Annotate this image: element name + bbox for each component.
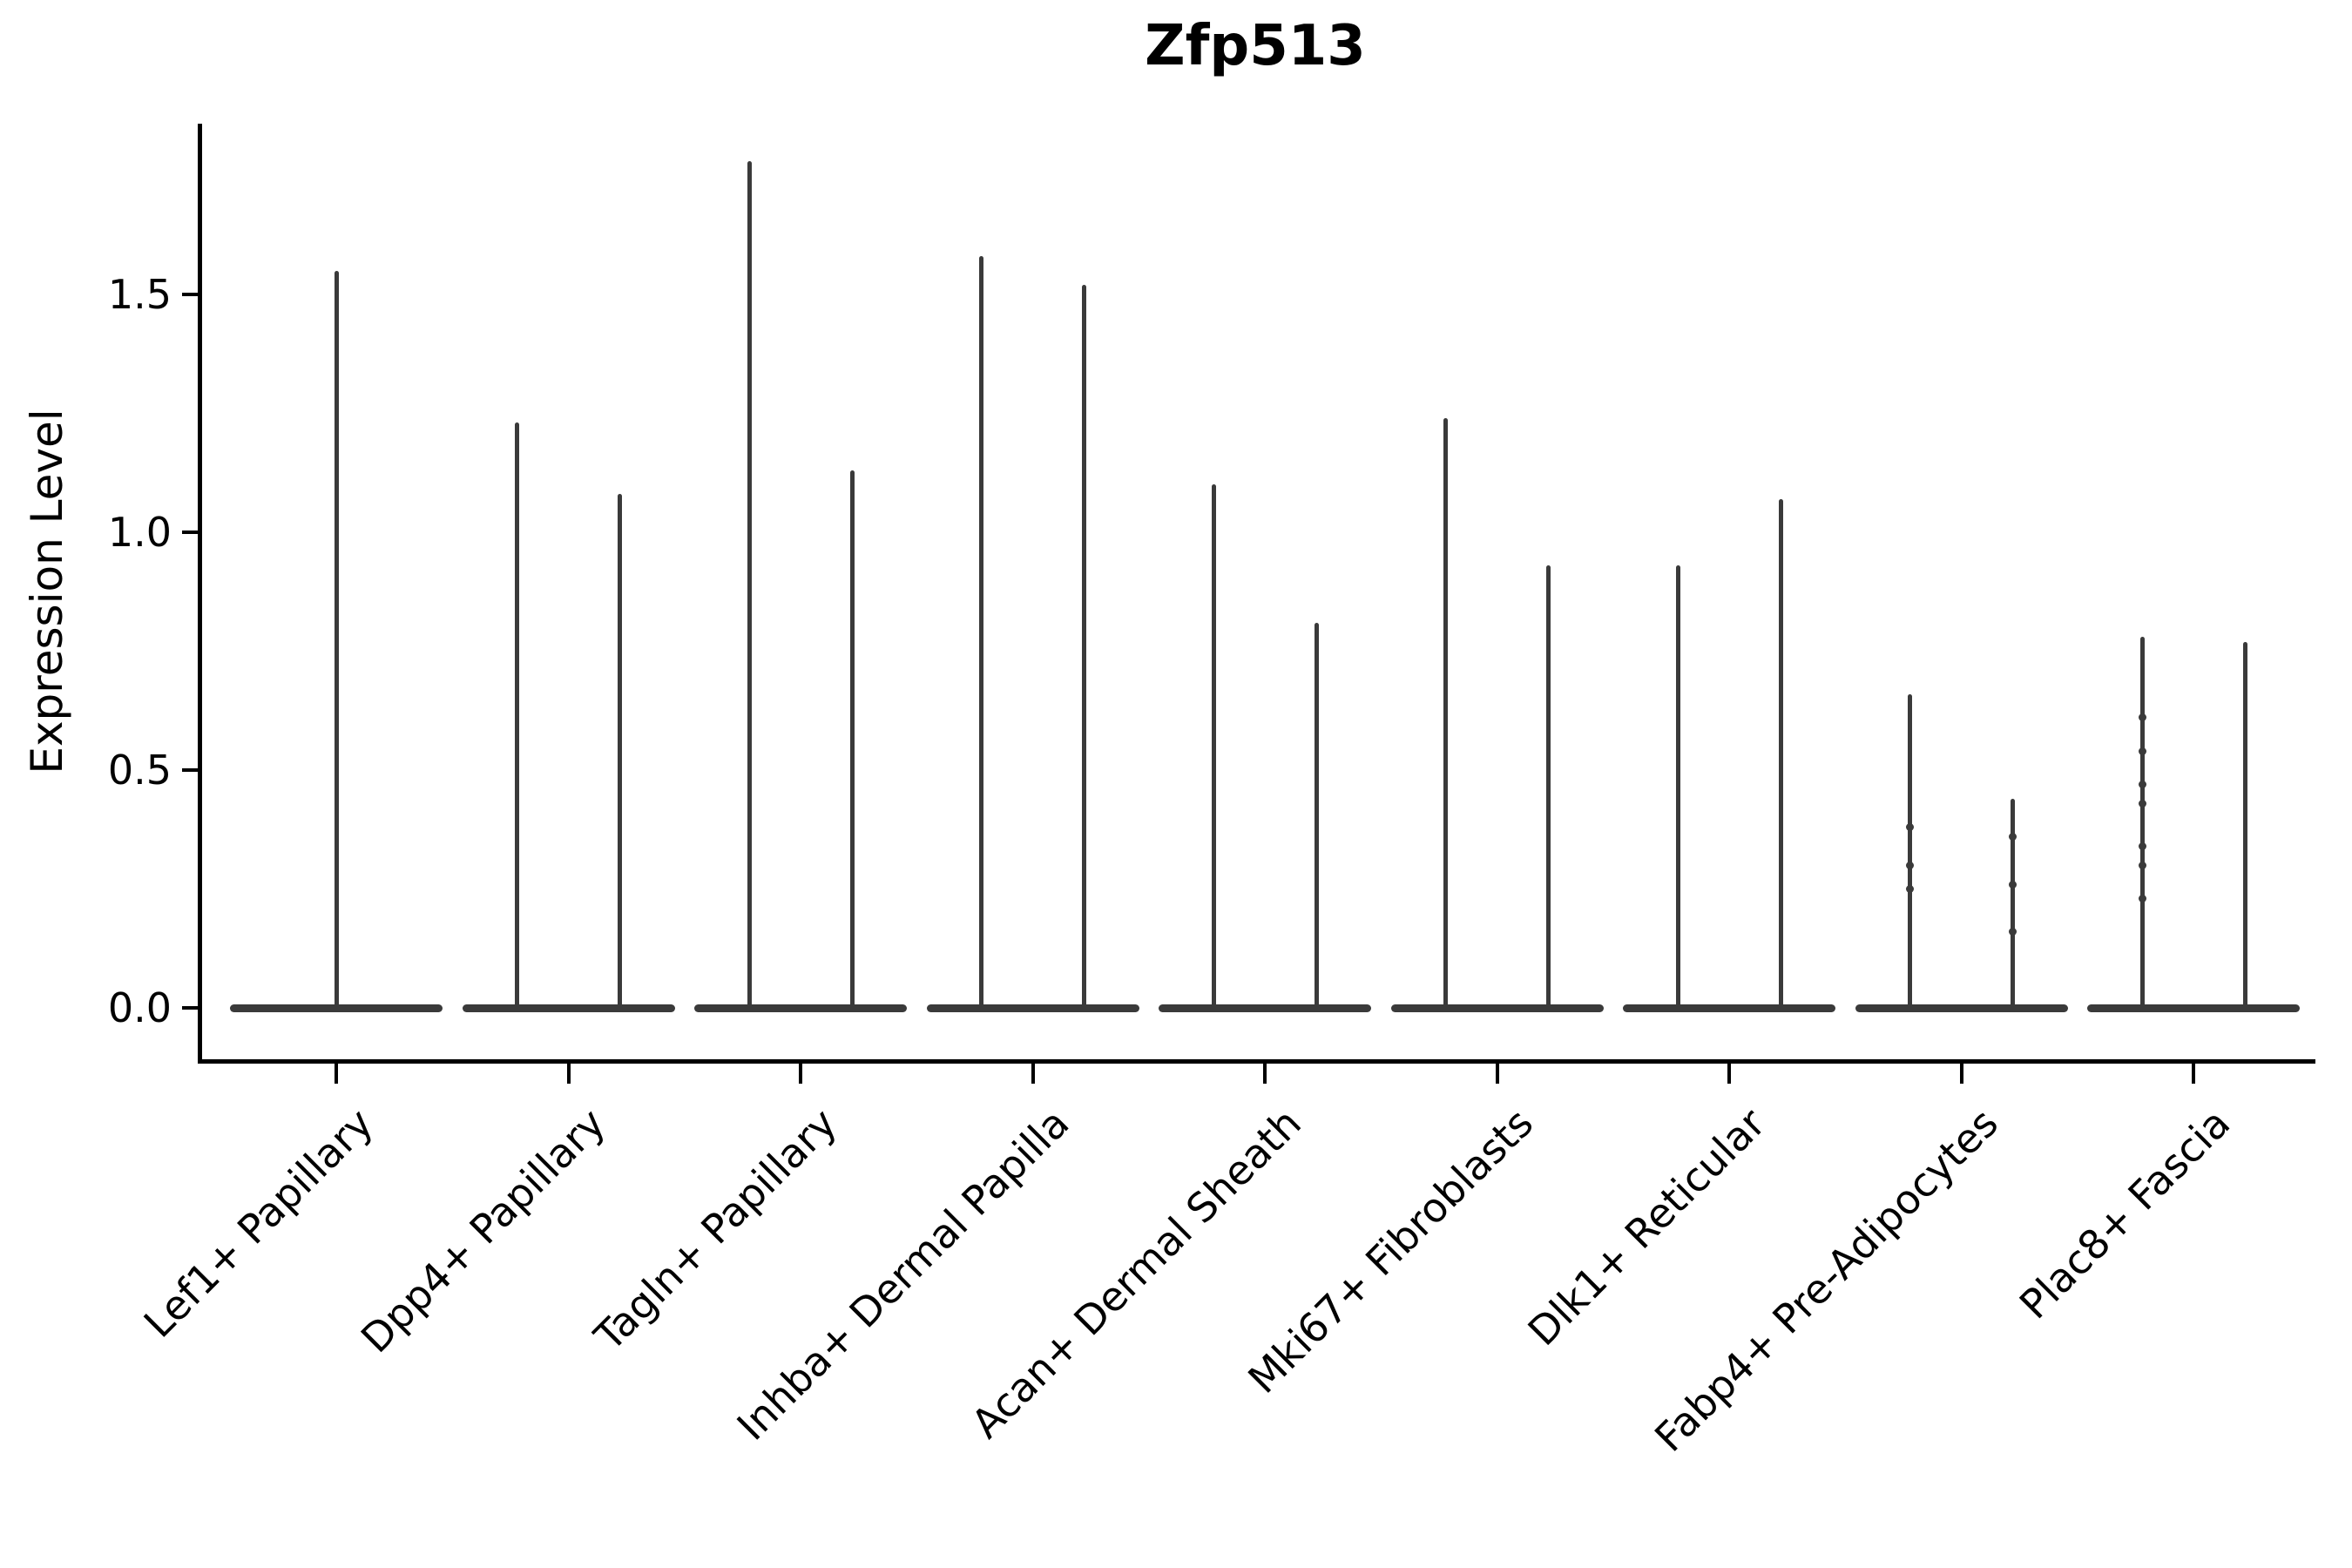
x-tick-label: Lef1+ Papillary — [134, 1099, 382, 1347]
violin-knot — [2138, 747, 2146, 755]
x-tick-mark — [1263, 1059, 1267, 1084]
violin-spike — [747, 161, 752, 1011]
x-tick-mark — [335, 1059, 338, 1084]
violin-spike — [1675, 565, 1680, 1011]
page-title: Zfp513 — [1145, 14, 1366, 78]
violin-base — [1159, 1004, 1371, 1012]
y-tick-label: 1.5 — [107, 271, 172, 318]
violin-spike — [2242, 641, 2247, 1011]
violin-knot — [2009, 928, 2017, 936]
violin-knot — [2009, 832, 2017, 841]
y-tick-mark — [182, 768, 198, 772]
violin-knot — [2138, 780, 2146, 788]
violin-knot — [2138, 861, 2146, 869]
x-tick-mark — [2192, 1059, 2195, 1084]
y-tick-label: 0.5 — [107, 747, 172, 794]
violin-base — [926, 1004, 1139, 1012]
x-tick-label: Dlk1+ Reticular — [1518, 1099, 1775, 1355]
y-tick-mark — [182, 1006, 198, 1010]
violin-base — [1390, 1004, 1604, 1012]
x-tick-mark — [1959, 1059, 1963, 1084]
violin-knot — [1906, 885, 1914, 893]
violin-spike — [515, 422, 519, 1011]
violin-spike — [2139, 637, 2145, 1011]
x-tick-mark — [1031, 1059, 1035, 1084]
violin-spike — [1082, 285, 1086, 1011]
x-tick-mark — [1727, 1059, 1731, 1084]
violin-spike — [2011, 798, 2015, 1011]
violin-spike — [1908, 693, 1912, 1011]
y-axis-label: Expression Level — [22, 409, 72, 774]
x-axis-spine — [198, 1059, 2315, 1064]
violin-knot — [2138, 841, 2146, 850]
violin-knot — [2138, 894, 2146, 902]
y-tick-label: 0.0 — [107, 984, 172, 1031]
violin-knot — [1906, 823, 1914, 832]
x-tick-label: Plac8+ Fascia — [2010, 1099, 2240, 1328]
violin-knot — [2138, 713, 2146, 722]
violin-knot — [1906, 861, 1914, 869]
violin-spike — [334, 270, 339, 1011]
violin-spike — [618, 494, 622, 1011]
violin-base — [1855, 1004, 2068, 1012]
violin-knot — [2138, 799, 2146, 808]
x-tick-mark — [566, 1059, 571, 1084]
x-tick-label: Dpp4+ Papillary — [351, 1099, 614, 1362]
x-tick-mark — [799, 1059, 802, 1084]
y-axis-spine — [198, 124, 202, 1063]
y-tick-mark — [182, 531, 198, 534]
violin-base — [694, 1004, 907, 1012]
violin-spike — [849, 470, 855, 1011]
violin-base — [2087, 1004, 2300, 1012]
y-tick-mark — [182, 293, 198, 296]
y-tick-label: 1.0 — [107, 509, 172, 556]
violin-spike — [1211, 484, 1216, 1011]
violin-spike — [1314, 622, 1319, 1011]
violin-spike — [979, 256, 983, 1011]
x-tick-label: Tagln+ Papillary — [585, 1099, 847, 1360]
violin-spike — [1443, 417, 1448, 1011]
violin-spike — [1546, 565, 1551, 1011]
x-tick-mark — [1495, 1059, 1499, 1084]
violin-base — [1623, 1004, 1835, 1012]
violin-spike — [1778, 498, 1783, 1011]
violin-knot — [2009, 880, 2017, 889]
violin-base — [462, 1004, 675, 1012]
